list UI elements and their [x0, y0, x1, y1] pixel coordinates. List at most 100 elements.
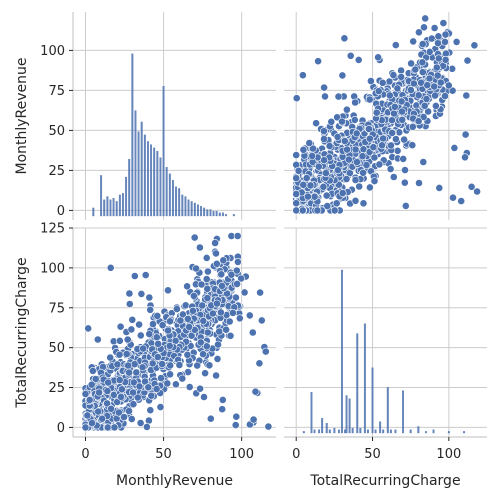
scatter-point: [312, 119, 320, 128]
scatter-point: [231, 293, 240, 302]
scatter-point: [346, 51, 355, 60]
scatter-point: [248, 328, 257, 337]
scatter-point: [425, 74, 434, 83]
scatter-point: [203, 328, 212, 337]
scatter-point: [257, 316, 266, 325]
scatter-point: [125, 300, 134, 308]
scatter-point: [432, 63, 441, 72]
scatter-point: [188, 306, 197, 315]
y-axis-label-total-recurring-charge: TotalRecurringCharge: [14, 257, 30, 408]
y-axis-label-monthly-revenue: MonthlyRevenue: [14, 57, 30, 174]
scatter-point: [333, 113, 341, 122]
scatter-point: [145, 330, 154, 338]
histogram-bar: [318, 429, 321, 434]
histogram-bar: [212, 210, 215, 217]
scatter-point: [393, 84, 402, 93]
scatter-point: [435, 183, 444, 192]
scatter-point: [359, 199, 368, 208]
scatter-point: [156, 403, 165, 411]
scatter-point: [320, 135, 328, 143]
scatter-point: [196, 338, 205, 347]
scatter-point: [467, 182, 476, 191]
histogram-bar: [100, 175, 103, 217]
scatter-point: [338, 189, 347, 197]
scatter-point: [372, 108, 381, 117]
scatter-point: [226, 331, 235, 340]
scatter-point: [203, 294, 212, 302]
histogram-bar: [351, 427, 354, 434]
scatter-point: [343, 145, 351, 154]
histogram-bar: [112, 198, 115, 217]
scatter-point: [125, 407, 133, 415]
scatter-point: [310, 192, 319, 201]
scatter-point: [217, 270, 226, 279]
scatter-point: [461, 130, 470, 139]
panel-revenue-vs-charge-scatter: [284, 12, 487, 220]
scatter-point: [138, 363, 147, 372]
scatter-point: [142, 422, 151, 431]
scatter-point: [292, 206, 301, 215]
scatter-point: [418, 68, 427, 77]
scatter-point: [338, 71, 347, 80]
scatter-point: [141, 271, 150, 279]
histogram-bar: [333, 427, 336, 434]
scatter-point: [196, 384, 204, 393]
histogram-bar: [337, 429, 340, 434]
scatter-point: [369, 143, 378, 152]
scatter-point: [421, 14, 430, 23]
scatter-point: [95, 388, 103, 397]
histogram-bar: [313, 429, 316, 434]
scatter-point: [185, 383, 194, 391]
scatter-point: [104, 378, 113, 387]
scatter-point: [149, 320, 157, 328]
histogram-bar: [232, 214, 235, 217]
scatter-point: [298, 71, 307, 80]
scatter-point: [450, 143, 459, 152]
scatter-point: [158, 360, 167, 368]
scatter-point: [389, 71, 398, 79]
scatter-point: [200, 393, 208, 401]
histogram-bar: [153, 147, 156, 217]
histogram-bar: [203, 207, 206, 217]
scatter-point: [203, 267, 212, 276]
scatter-point: [292, 190, 301, 198]
scatter-point: [164, 326, 172, 335]
scatter-point: [225, 317, 234, 326]
scatter-point: [166, 361, 175, 370]
scatter-point: [302, 174, 311, 182]
scatter-point: [389, 173, 398, 181]
scatter-point: [473, 187, 481, 196]
histogram-bar: [215, 210, 218, 217]
scatter-point: [120, 413, 128, 421]
scatter-point: [365, 95, 374, 104]
scatter-point: [144, 416, 153, 425]
scatter-point: [218, 395, 227, 404]
scatter-point: [153, 353, 162, 361]
scatter-point: [219, 256, 228, 265]
scatter-point: [387, 141, 395, 150]
panel-charge-vs-revenue-scatter: 0 25 50 75 100 125 0 50 100: [40, 222, 276, 462]
histogram-bar: [196, 204, 199, 217]
scatter-point: [319, 182, 328, 191]
scatter-point: [294, 166, 303, 175]
scatter-point: [202, 275, 211, 283]
scatter-point: [128, 315, 137, 324]
histogram-bar: [118, 194, 121, 217]
scatter-point: [292, 151, 301, 159]
scatter-point: [365, 183, 374, 192]
scatter-point: [408, 122, 417, 131]
scatter-point: [233, 257, 242, 266]
scatter-point: [323, 202, 332, 210]
scatter-point: [144, 383, 153, 392]
scatter-point: [386, 165, 395, 173]
histogram-bar: [181, 194, 184, 217]
histogram-bar: [348, 398, 351, 434]
scatter-point: [390, 109, 398, 118]
scatter-point: [133, 393, 142, 402]
scatter-point: [321, 169, 330, 177]
scatter-point: [163, 379, 172, 388]
histogram-bar: [325, 423, 328, 434]
scatter-point: [166, 370, 174, 379]
scatter-point: [441, 92, 449, 100]
x-tick-label: 50: [155, 447, 172, 462]
